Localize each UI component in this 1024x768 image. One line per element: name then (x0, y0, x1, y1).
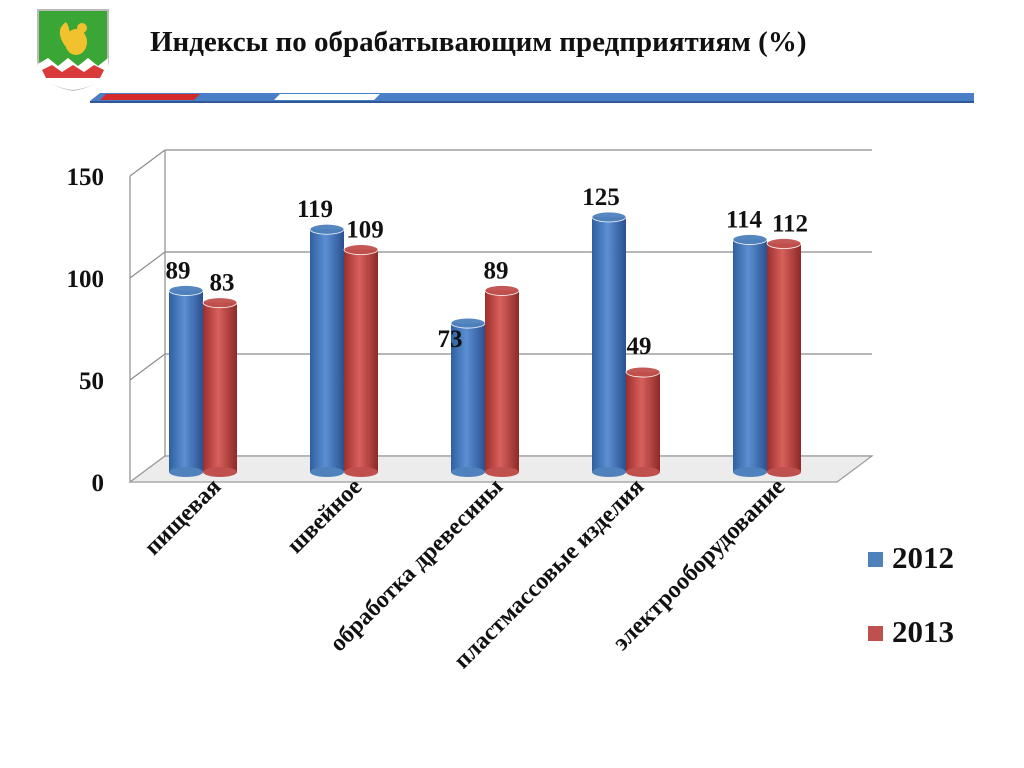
legend-swatch-2012 (868, 552, 883, 567)
legend-swatch-2013 (868, 626, 883, 641)
gridline-side (129, 251, 166, 279)
bar-cap-2012 (732, 234, 768, 245)
bar-cap-2012 (168, 285, 204, 296)
bar-base-2013 (344, 467, 378, 477)
category-label: швейное (282, 474, 367, 559)
chart-legend: 2012 2013 (868, 540, 954, 649)
bar-2013 (626, 372, 660, 472)
bar-2012 (451, 323, 485, 472)
bar-base-2012 (592, 467, 626, 477)
bar-base-2012 (451, 467, 485, 477)
bar-base-2013 (626, 467, 660, 477)
bar-cap-2012 (591, 211, 627, 223)
bar-base-2013 (203, 467, 237, 477)
y-tick-label: 50 (79, 368, 104, 395)
data-label: 109 (346, 217, 384, 244)
legend-label-2013: 2013 (892, 614, 954, 649)
bar-2013 (767, 243, 801, 472)
bar-2013 (485, 290, 519, 472)
bar-cap-2013 (766, 238, 802, 249)
bar-cap-2013 (202, 297, 238, 309)
y-tick-label: 150 (67, 164, 105, 191)
chart-bars (168, 211, 802, 477)
bar-2013 (203, 302, 237, 472)
bar-base-2012 (169, 467, 203, 477)
legend-label-2012: 2012 (892, 540, 954, 575)
data-label: 89 (166, 257, 191, 284)
coat-of-arms-logo (37, 9, 109, 92)
data-label: 119 (297, 196, 333, 223)
bar-2012 (169, 290, 203, 472)
bar-2012 (733, 239, 767, 472)
data-label: 125 (582, 184, 620, 211)
bar-cap-2013 (343, 244, 379, 256)
category-label: пищевая (140, 474, 227, 561)
data-label: 114 (726, 206, 763, 233)
y-axis-ticks: 0 50 100 150 (67, 164, 105, 497)
bar-base-2012 (733, 467, 767, 477)
y-tick-label: 0 (92, 470, 105, 497)
bar-cap-2012 (309, 223, 345, 235)
bar-cap-2013 (484, 285, 520, 296)
gridline-side (129, 149, 166, 177)
data-label: 112 (772, 211, 808, 238)
page-title: Индексы по обрабатывающим предприятиям (… (150, 26, 807, 58)
bar-chart: 0 50 100 150 89 83 119 109 73 89 125 49 114 112 пище… (67, 149, 954, 674)
data-label: 83 (210, 270, 235, 297)
bar-2012 (592, 217, 626, 472)
bar-cap-2013 (625, 366, 661, 378)
data-labels: 89 83 119 109 73 89 125 49 114 112 (166, 184, 809, 360)
bar-base-2012 (310, 467, 344, 477)
bar-2012 (310, 229, 344, 472)
gridline-side (129, 353, 166, 381)
y-tick-label: 100 (67, 266, 105, 293)
data-label: 49 (627, 333, 652, 360)
title-ribbon (90, 93, 974, 103)
data-label: 89 (484, 257, 509, 284)
bar-base-2013 (485, 467, 519, 477)
bar-base-2013 (767, 467, 801, 477)
data-label: 73 (438, 326, 463, 353)
bar-2013 (344, 249, 378, 472)
